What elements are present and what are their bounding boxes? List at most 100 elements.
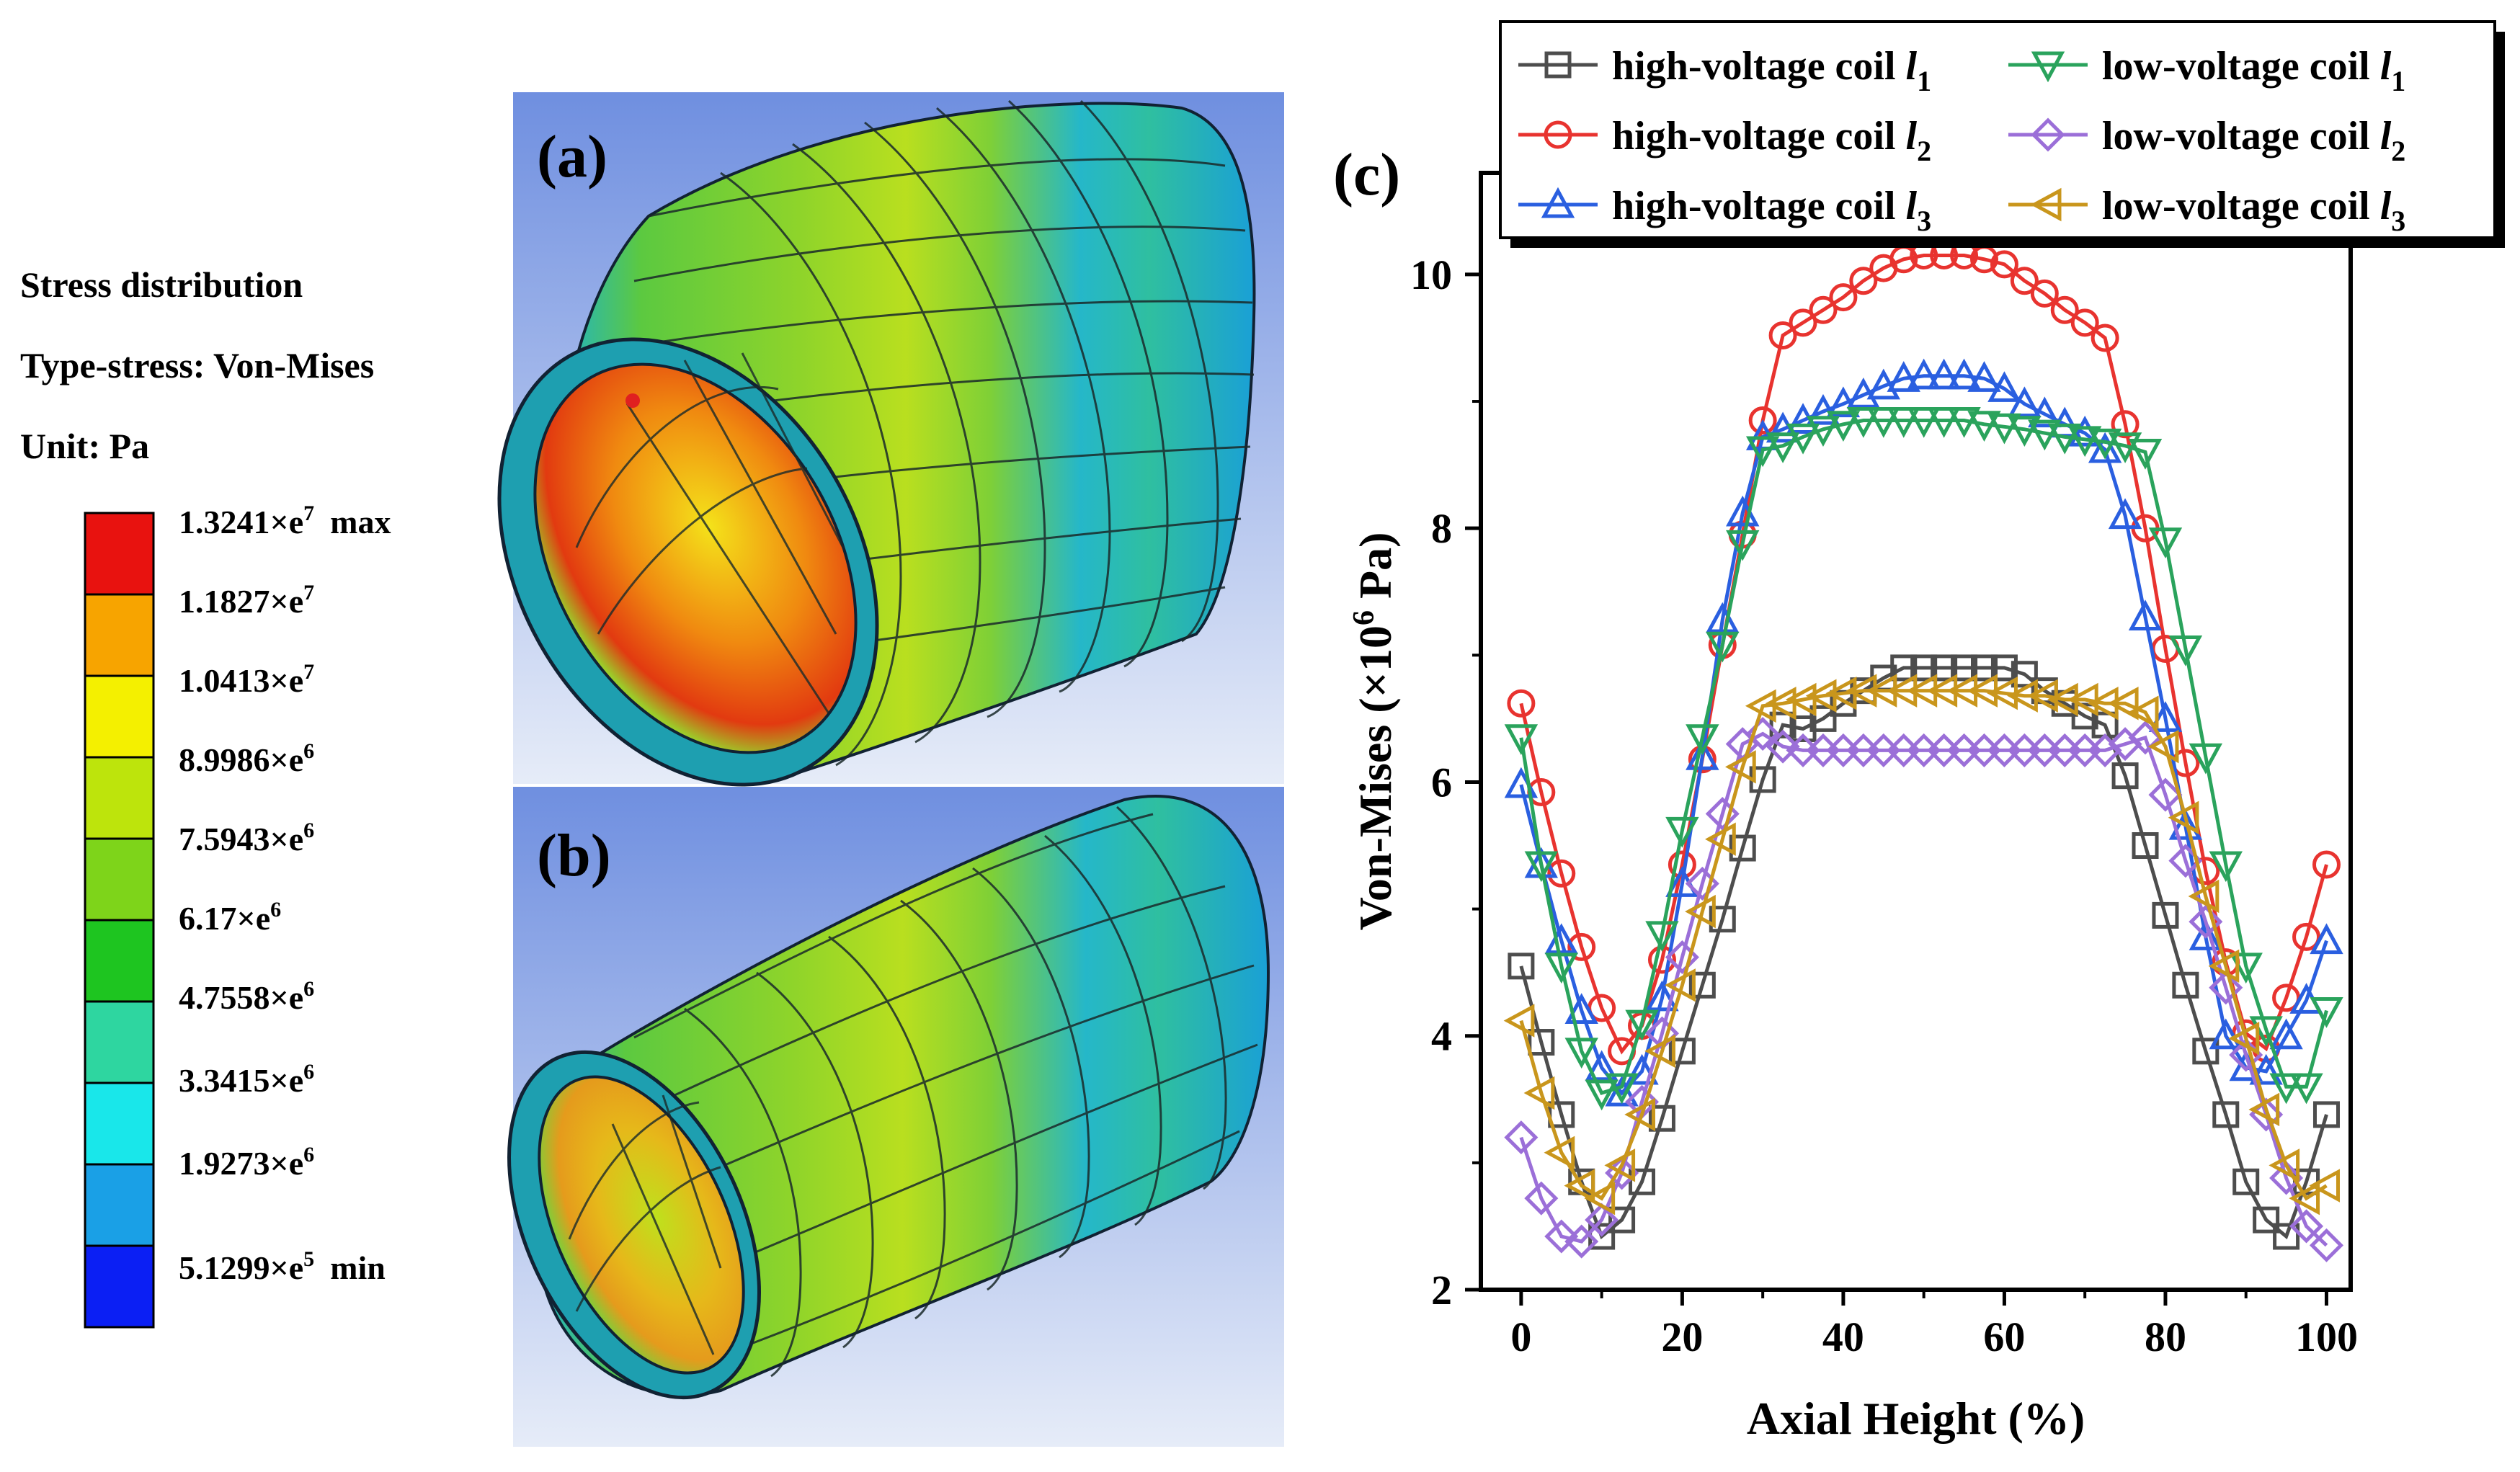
legend-item-6: low-voltage coil l3 (2008, 184, 2405, 237)
data-point (1504, 724, 1539, 756)
data-point (1686, 739, 1719, 770)
legend-title-line3: Unit: Pa (20, 426, 149, 466)
data-point (1890, 654, 1918, 682)
data-point (1648, 1105, 1675, 1132)
color-scale-label-10: 5.1299×e5 min (179, 1247, 386, 1286)
data-point (1729, 834, 1756, 862)
color-scale-segment-9 (84, 1163, 155, 1247)
data-point (2132, 832, 2159, 860)
data-point (2309, 1169, 2340, 1203)
data-point (2007, 679, 2038, 713)
data-point (2087, 687, 2119, 721)
data-point (1967, 411, 2001, 442)
x-tick-label-60: 60 (1983, 1313, 2025, 1360)
data-point (1585, 1203, 1619, 1237)
color-scale-label-5: 7.5943×e6 (179, 818, 314, 857)
color-scale-segment-4 (84, 756, 155, 840)
data-point (1866, 406, 1900, 438)
data-point (2248, 1092, 2280, 1127)
data-point (1927, 406, 1961, 438)
data-point (2249, 1053, 2283, 1085)
data-point (1846, 406, 1881, 438)
data-point (1645, 980, 1679, 1012)
data-point (1947, 358, 1981, 390)
data-point (1625, 1009, 1659, 1041)
y-tick-label-6: 6 (1431, 759, 1452, 806)
data-point (1990, 250, 2018, 279)
plot-area-frame (1479, 171, 2353, 1292)
x-axis-label: Axial Height (%) (1747, 1393, 2085, 1444)
data-point (1931, 654, 1958, 682)
data-point (2067, 426, 2102, 458)
data-point (1547, 859, 1576, 888)
data-point (2028, 396, 2062, 428)
legend-marker (1544, 51, 1572, 79)
data-point (2091, 324, 2119, 352)
legend-box (1499, 20, 2496, 239)
data-point (2289, 1073, 2323, 1105)
legend-marker (2030, 187, 2062, 222)
data-point (2168, 800, 2199, 834)
data-point (2128, 439, 2163, 470)
data-point (1564, 1038, 1598, 1069)
color-scale-label-4: 8.9986×e6 (179, 739, 314, 778)
data-point (2189, 743, 2223, 775)
color-scale-label-7: 4.7558×e6 (179, 977, 314, 1016)
data-point (1927, 358, 1961, 390)
data-point (2172, 971, 2199, 999)
data-point (1564, 993, 1598, 1024)
x-tick-label-80: 80 (2145, 1313, 2186, 1360)
legend-item-2: high-voltage coil l2 (1518, 114, 1931, 167)
data-point (1709, 906, 1736, 933)
series-line-3 (1519, 374, 2328, 1096)
max-stress-marker (625, 393, 640, 408)
data-point (1886, 674, 1918, 708)
data-point (1907, 406, 1941, 438)
data-point (2152, 901, 2179, 929)
data-point (2228, 1022, 2260, 1056)
data-point (1544, 1219, 1579, 1254)
data-point (1769, 711, 1796, 739)
data-point (2168, 635, 2203, 666)
data-point (2128, 721, 2163, 755)
color-scale-segment-3 (84, 674, 155, 759)
data-point (2273, 1223, 2300, 1250)
legend-marker (2031, 117, 2065, 152)
data-point (2209, 851, 2243, 883)
data-point (1987, 371, 2021, 402)
legend-label: low-voltage coil l3 (2102, 184, 2405, 237)
panel-c-label: (c) (1333, 141, 1400, 208)
data-point (1951, 654, 1978, 682)
series-6 (1503, 674, 2340, 1215)
legend-label: low-voltage coil l2 (2102, 114, 2405, 167)
data-point (2269, 1161, 2304, 1195)
data-point (1926, 674, 1958, 708)
legend-label: low-voltage coil l1 (2102, 44, 2405, 97)
data-point (1970, 654, 1998, 682)
data-point (2127, 695, 2159, 729)
legend-item-3: high-voltage coil l3 (1518, 184, 1931, 237)
color-scale-label-3: 1.0413×e7 (179, 660, 314, 699)
data-point (1686, 724, 1719, 756)
y-tick-label-4: 4 (1431, 1013, 1452, 1060)
data-point (2028, 419, 2062, 451)
data-point (2209, 1018, 2243, 1050)
data-point (1907, 358, 1941, 390)
data-point (1544, 1136, 1575, 1169)
data-point (1887, 406, 1920, 438)
series-4 (1504, 406, 2343, 1111)
legend-label: high-voltage coil l1 (1612, 44, 1931, 97)
data-point (1668, 1038, 1696, 1065)
color-scale-segment-6 (84, 919, 155, 1003)
data-point (2209, 971, 2243, 1005)
color-scale-label-9: 1.9273×e6 (179, 1143, 314, 1182)
data-point (1625, 1053, 1659, 1085)
data-point (1564, 1169, 1595, 1203)
data-point (1806, 393, 1840, 425)
data-point (1809, 295, 1838, 324)
data-point (1688, 971, 1716, 999)
stress-legend: Stress distribution Type-stress: Von-Mis… (20, 264, 391, 1329)
data-point (2010, 267, 2039, 295)
data-point (1829, 283, 1858, 312)
series-line-6 (1519, 689, 2328, 1201)
